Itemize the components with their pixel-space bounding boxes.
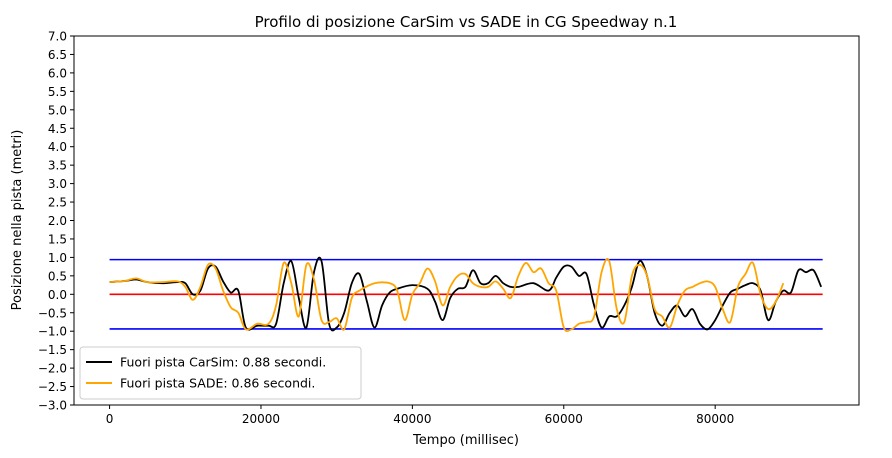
y-tick-label: 5.5 [48, 85, 67, 99]
series-lines [109, 256, 823, 333]
y-axis-ticks: −3.0 −2.5 −2.0 −1.5 −1.0 −0.5 0.0 0.5 1.0 1.5 2.0 2… [38, 30, 74, 413]
y-tick-label: −2.5 [38, 380, 67, 394]
x-tick-label: 60000 [545, 412, 583, 426]
y-tick-label: 1.5 [48, 232, 67, 246]
chart-title: Profilo di posizione CarSim vs SADE in C… [255, 13, 678, 31]
y-tick-label: −3.0 [38, 399, 67, 413]
y-tick-label: −1.5 [38, 343, 67, 357]
y-tick-label: 0.0 [48, 288, 67, 302]
legend: Fuori pista CarSim: 0.88 secondi. Fuori p… [79, 346, 362, 400]
x-tick-label: 80000 [696, 412, 734, 426]
y-tick-label: 0.5 [48, 269, 67, 283]
x-axis-ticks: 0 20000 40000 60000 80000 [106, 405, 734, 426]
series-line-1 [109, 258, 785, 333]
y-tick-label: 6.5 [48, 48, 67, 62]
x-tick-label: 40000 [393, 412, 431, 426]
y-tick-label: 6.0 [48, 66, 67, 80]
y-tick-label: 2.5 [48, 196, 67, 210]
y-tick-label: −1.0 [38, 325, 67, 339]
y-tick-label: 2.0 [48, 214, 67, 228]
x-tick-label: 0 [106, 412, 114, 426]
y-tick-label: −0.5 [38, 306, 67, 320]
x-axis-label: Tempo (millisec) [412, 433, 519, 448]
y-axis-label: Posizione nella pista (metri) [10, 130, 25, 311]
x-tick-label: 20000 [242, 412, 280, 426]
legend-label-1: Fuori pista SADE: 0.86 secondi. [120, 376, 315, 391]
legend-box [79, 346, 362, 400]
y-tick-label: 3.5 [48, 159, 67, 173]
y-tick-label: 4.0 [48, 140, 67, 154]
y-tick-label: 1.0 [48, 251, 67, 265]
y-tick-label: 3.0 [48, 177, 67, 191]
y-tick-label: 4.5 [48, 122, 67, 136]
series-line-0 [109, 256, 823, 332]
y-tick-label: 7.0 [48, 30, 67, 44]
y-tick-label: 5.0 [48, 103, 67, 117]
y-tick-label: −2.0 [38, 362, 67, 376]
legend-label-0: Fuori pista CarSim: 0.88 secondi. [120, 355, 326, 370]
